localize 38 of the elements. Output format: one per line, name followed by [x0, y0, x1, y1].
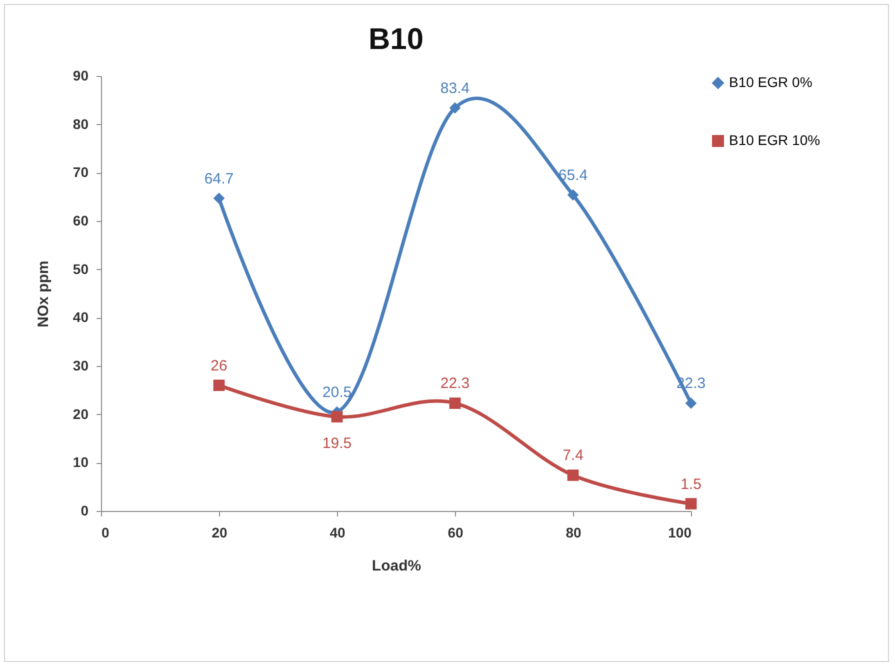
data-label: 83.4	[440, 80, 470, 97]
x-axis-title: Load%	[372, 558, 422, 574]
x-tick-label: 80	[566, 524, 582, 540]
x-tick-label: 40	[330, 524, 346, 540]
y-tick-label: 90	[72, 68, 89, 84]
y-tick-label: 70	[72, 164, 89, 180]
point	[685, 498, 697, 510]
point	[213, 192, 225, 204]
x-tick-label: 0	[102, 524, 110, 540]
point	[685, 398, 697, 409]
y-tick-label: 50	[72, 260, 89, 277]
x-tick-label: 20	[212, 524, 228, 540]
y-tick-label: 30	[72, 358, 89, 374]
point	[213, 380, 225, 392]
x-tick-label: 100	[668, 524, 692, 540]
legend-label: B10 EGR 0%	[729, 74, 812, 90]
y-tick-label: 60	[72, 212, 89, 228]
point	[567, 470, 579, 481]
point	[567, 189, 579, 201]
y-tick-label: 20	[72, 406, 89, 422]
y-axis-title: NOx ppm	[34, 260, 52, 328]
data-label: 1.5	[680, 476, 702, 493]
data-label: 20.5	[322, 384, 352, 401]
y-tick-label: 0	[80, 502, 89, 518]
data-label: 22.3	[440, 375, 470, 392]
y-tick-label: 10	[72, 454, 89, 470]
y-tick-label: 80	[72, 116, 89, 132]
data-label: 64.7	[204, 170, 234, 188]
point	[331, 411, 343, 422]
y-tick-label: 40	[72, 309, 89, 326]
x-tick-label: 60	[448, 524, 464, 540]
data-label: 26	[210, 357, 228, 374]
legend-label: B10 EGR 10%	[729, 132, 820, 148]
point	[449, 102, 461, 114]
chart-title: B10	[368, 23, 424, 56]
point	[449, 398, 461, 409]
data-label: 7.4	[562, 447, 584, 464]
data-label: 19.5	[322, 434, 352, 452]
